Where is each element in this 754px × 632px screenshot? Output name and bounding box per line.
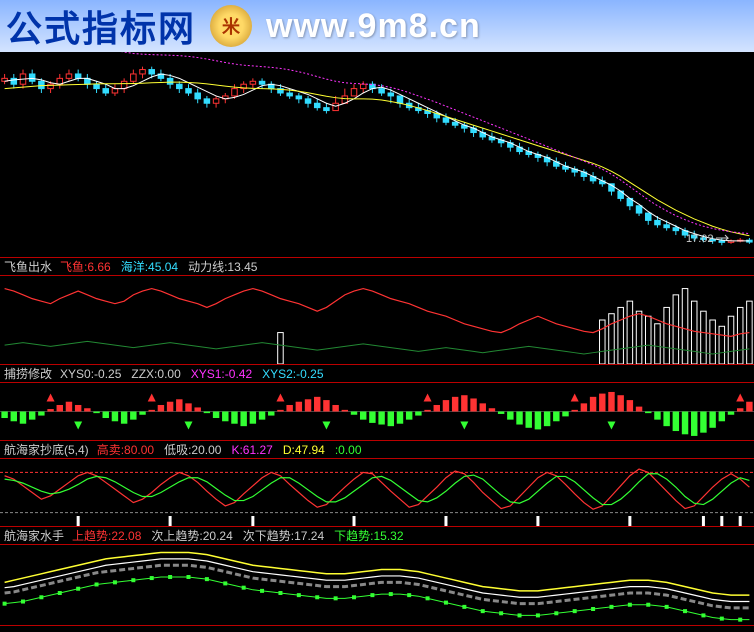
panel-bulao-header: 捕捞修改 XYS0:-0.25 ZZX:0.00 XYS1:-0.42 XYS2:-0… (0, 365, 754, 383)
panel-feiyu-title: 飞鱼出水 (4, 258, 52, 275)
main-chart-body[interactable]: 17.02 (0, 52, 754, 257)
indicator-label: 海洋:45.04 (121, 260, 178, 274)
indicator-label: 动力线:13.45 (188, 260, 257, 274)
indicator-label: 高卖:80.00 (97, 443, 154, 457)
chaodi-chart (0, 459, 754, 526)
panel-shuishou: 航海家水手 上趋势:22.08 次上趋势:20.24 次下趋势:17.24 下趋势:1… (0, 527, 754, 626)
header-logo-icon: 米 (210, 5, 252, 47)
indicator-label: 次上趋势:20.24 (151, 529, 232, 543)
panel-chaodi: 航海家抄底(5,4) 高卖:80.00 低吸:20.00 K:61.27 D:47.9… (0, 441, 754, 527)
panel-shuishou-body[interactable] (0, 545, 754, 625)
indicator-label: :0.00 (335, 443, 362, 457)
panel-shuishou-title: 航海家水手 (4, 527, 64, 544)
header-title: 公式指标网 (6, 0, 196, 52)
indicator-label: 次下趋势:17.24 (243, 529, 324, 543)
panel-bulao-title: 捕捞修改 (4, 365, 52, 382)
indicator-label: 下趋势:15.32 (334, 529, 403, 543)
header-url: www.9m8.cn (266, 7, 481, 46)
panel-chaodi-body[interactable] (0, 459, 754, 526)
svg-text:17.02: 17.02 (686, 233, 714, 245)
panel-bulao: 捕捞修改 XYS0:-0.25 ZZX:0.00 XYS1:-0.42 XYS2:-0… (0, 365, 754, 441)
indicator-label: K:61.27 (231, 443, 272, 457)
panel-bulao-body[interactable] (0, 383, 754, 440)
panel-shuishou-header: 航海家水手 上趋势:22.08 次上趋势:20.24 次下趋势:17.24 下趋势:1… (0, 527, 754, 545)
header: 公式指标网 米 www.9m8.cn (0, 0, 754, 52)
indicator-label: XYS2:-0.25 (262, 367, 323, 381)
indicator-label: XYS0:-0.25 (60, 367, 121, 381)
feiyu-chart (0, 276, 754, 364)
shuishou-chart (0, 545, 754, 625)
indicator-label: XYS1:-0.42 (191, 367, 252, 381)
main-chart-panel: 17.02 (0, 52, 754, 258)
panel-feiyu-body[interactable] (0, 276, 754, 364)
indicator-label: D:47.94 (283, 443, 325, 457)
panel-chaodi-header: 航海家抄底(5,4) 高卖:80.00 低吸:20.00 K:61.27 D:47.9… (0, 441, 754, 459)
panel-chaodi-title: 航海家抄底(5,4) (4, 441, 89, 458)
indicator-label: ZZX:0.00 (131, 367, 180, 381)
bulao-chart (0, 383, 754, 440)
panel-feiyu-header: 飞鱼出水 飞鱼:6.66 海洋:45.04 动力线:13.45 (0, 258, 754, 276)
indicator-label: 飞鱼:6.66 (60, 260, 111, 274)
indicator-label: 上趋势:22.08 (72, 529, 141, 543)
panel-feiyu: 飞鱼出水 飞鱼:6.66 海洋:45.04 动力线:13.45 (0, 258, 754, 365)
candlestick-chart: 17.02 (0, 52, 754, 257)
indicator-label: 低吸:20.00 (164, 443, 221, 457)
